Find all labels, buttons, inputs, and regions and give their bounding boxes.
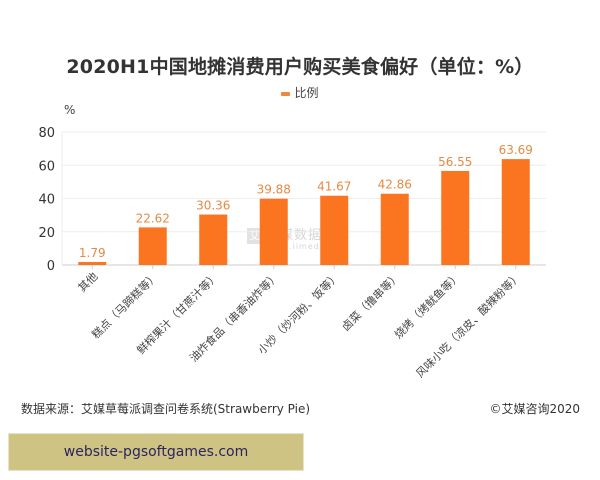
y-axis-ticks: 0 20 40 60 80 <box>38 126 55 274</box>
x-tick-label: 其他 <box>76 270 101 295</box>
bar <box>380 193 409 265</box>
x-tick-label: 烧烤（烤鱿鱼等） <box>391 269 463 341</box>
chart-title: 2020H1中国地摊消费用户购买美食偏好（单位：%） <box>66 56 534 78</box>
legend: 比例 <box>0 84 600 101</box>
y-tick-label: 0 <box>47 259 55 274</box>
x-tick-label: 卤菜（撸串等） <box>339 269 403 333</box>
bar <box>320 195 349 265</box>
bars: 1.79 22.62 30.36 39.88 41.67 42.86 56.55 63.69 <box>78 143 533 269</box>
x-tick-label: 糕点（马蹄糕等） <box>89 269 161 341</box>
ad-banner-text[interactable]: website-pgsoftgames.com <box>63 444 249 460</box>
watermark-subtext: data.iimedia.cn <box>267 241 344 251</box>
bar-chart: 0 20 40 60 80 1.79 22.62 30.36 39.88 41.67 42.86 5… <box>38 126 546 380</box>
bar <box>138 227 167 265</box>
bar-value-label: 1.79 <box>79 246 106 260</box>
x-tick-label: 风味小吃（凉皮、酸辣粉等） <box>413 269 524 380</box>
bar-value-label: 22.62 <box>136 211 170 225</box>
bar <box>199 214 228 265</box>
bar-value-label: 63.69 <box>499 143 533 157</box>
bar <box>259 198 288 265</box>
data-source: 数据来源：艾媒草莓派调查问卷系统(Strawberry Pie) <box>21 402 311 416</box>
bar-value-label: 39.88 <box>257 183 291 197</box>
y-axis-unit: % <box>64 103 76 117</box>
bar-value-label: 56.55 <box>438 155 472 169</box>
copyright: ©艾媒咨询2020 <box>489 402 580 416</box>
grid-lines <box>61 131 546 266</box>
bar-value-label: 30.36 <box>196 199 230 213</box>
bar <box>501 159 530 265</box>
y-tick-label: 20 <box>38 226 55 241</box>
y-tick-label: 40 <box>38 193 55 208</box>
bar-value-label: 41.67 <box>317 180 351 194</box>
bar <box>78 262 107 265</box>
ad-banner[interactable]: website-pgsoftgames.com <box>8 433 304 471</box>
bar-value-label: 42.86 <box>378 178 412 192</box>
legend-label: 比例 <box>294 86 319 100</box>
x-axis-labels: 其他糕点（马蹄糕等）鲜榨果汁（甘蔗汁等）油炸食品（串香油炸等）小炒（炒河粉、饭等… <box>76 269 524 380</box>
legend-swatch <box>281 91 291 96</box>
bar <box>441 170 470 265</box>
y-tick-label: 60 <box>38 159 55 174</box>
y-tick-label: 80 <box>38 126 55 141</box>
